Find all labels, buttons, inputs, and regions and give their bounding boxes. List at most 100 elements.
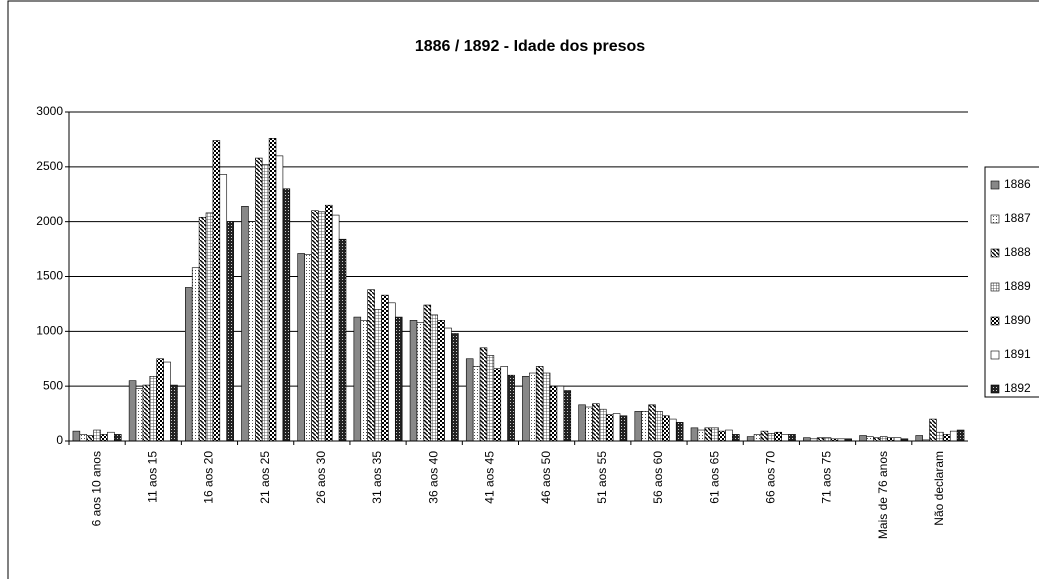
legend-label: 1886 — [1004, 177, 1031, 191]
legend-label: 1888 — [1004, 245, 1031, 259]
bar — [360, 320, 368, 442]
bar — [93, 429, 101, 442]
x-tick-label: 41 aos 45 — [483, 451, 497, 504]
bar — [479, 347, 488, 442]
x-tick-label: 11 aos 15 — [145, 451, 159, 503]
bar — [437, 320, 445, 442]
chart-title: 1886 / 1892 - Idade dos presos — [415, 38, 645, 55]
bar — [711, 427, 719, 442]
legend-swatch — [990, 384, 1000, 394]
bar — [324, 204, 333, 442]
legend-swatch — [990, 350, 1000, 360]
bar — [585, 406, 593, 442]
bar — [128, 380, 137, 442]
legend-swatch — [990, 316, 1000, 326]
bar — [394, 316, 403, 442]
bar — [760, 430, 769, 442]
bar — [261, 164, 270, 442]
bar — [381, 294, 389, 442]
bar — [331, 214, 340, 442]
bar — [767, 433, 776, 442]
bar — [318, 211, 326, 442]
bar — [915, 435, 923, 442]
bar — [529, 372, 537, 442]
bar — [374, 309, 382, 442]
x-tick-label: Não declaram — [932, 451, 946, 526]
bar — [444, 327, 452, 442]
bar — [535, 366, 544, 442]
bar — [423, 304, 432, 442]
bar — [114, 434, 122, 442]
bar — [86, 435, 94, 442]
x-tick-label: 21 aos 25 — [258, 451, 272, 504]
bar — [191, 267, 200, 442]
bar — [486, 355, 495, 442]
y-tick-label: 0 — [56, 433, 63, 447]
y-tick-label: 500 — [43, 378, 63, 392]
x-tick-label: 46 aos 50 — [539, 451, 553, 504]
bar — [248, 221, 256, 442]
bar — [788, 434, 796, 442]
bar — [72, 430, 81, 442]
bar — [226, 221, 234, 442]
bar — [556, 385, 565, 442]
bar — [634, 411, 643, 442]
bar — [648, 404, 656, 442]
y-tick-label: 1500 — [36, 269, 63, 283]
bar — [107, 431, 115, 442]
bar — [507, 374, 515, 442]
y-tick-label: 1000 — [36, 324, 63, 338]
legend-swatch — [990, 248, 1000, 258]
y-tick-label: 2500 — [36, 159, 63, 173]
bar — [304, 254, 312, 442]
bar — [753, 434, 762, 442]
bar — [353, 316, 362, 442]
bar — [746, 436, 755, 442]
bar — [500, 366, 508, 442]
x-tick-label: 26 aos 30 — [314, 451, 328, 504]
bar — [198, 216, 207, 442]
bar — [956, 429, 965, 442]
x-tick-label: 6 aos 10 anos — [89, 451, 103, 526]
bar — [725, 429, 733, 442]
x-tick-label: 61 aos 65 — [707, 451, 721, 504]
chart-frame — [7, 0, 1039, 579]
bar — [255, 157, 263, 442]
bar — [297, 253, 305, 442]
bar — [388, 302, 396, 442]
bar — [578, 404, 586, 442]
x-tick-label: 16 aos 20 — [202, 451, 216, 504]
bar — [416, 322, 425, 442]
bar — [866, 436, 874, 442]
bar — [465, 358, 474, 442]
x-tick-label: 36 aos 40 — [426, 451, 440, 504]
legend-label: 1887 — [1004, 211, 1031, 225]
y-tick-label: 2000 — [36, 214, 63, 228]
bar — [949, 430, 958, 442]
bar — [451, 333, 459, 442]
bar — [619, 415, 628, 442]
bar — [241, 206, 249, 442]
bar — [655, 411, 663, 442]
bar — [612, 413, 621, 442]
legend-swatch — [990, 214, 1000, 224]
bar — [662, 415, 670, 442]
bar — [697, 429, 706, 442]
bar — [592, 403, 600, 442]
legend-label: 1891 — [1004, 347, 1031, 361]
bar — [549, 385, 558, 442]
bar — [943, 434, 951, 442]
bar — [170, 384, 178, 442]
bar — [275, 155, 284, 442]
bar — [205, 212, 214, 442]
x-tick-label: Mais de 76 anos — [876, 451, 890, 539]
bar — [675, 422, 684, 442]
bar — [542, 372, 551, 442]
legend-swatch — [990, 282, 1000, 292]
bar — [185, 287, 193, 442]
bar — [367, 289, 375, 442]
y-tick-label: 3000 — [36, 104, 63, 118]
x-tick-label: 71 aos 75 — [820, 451, 834, 504]
bar — [100, 434, 108, 442]
